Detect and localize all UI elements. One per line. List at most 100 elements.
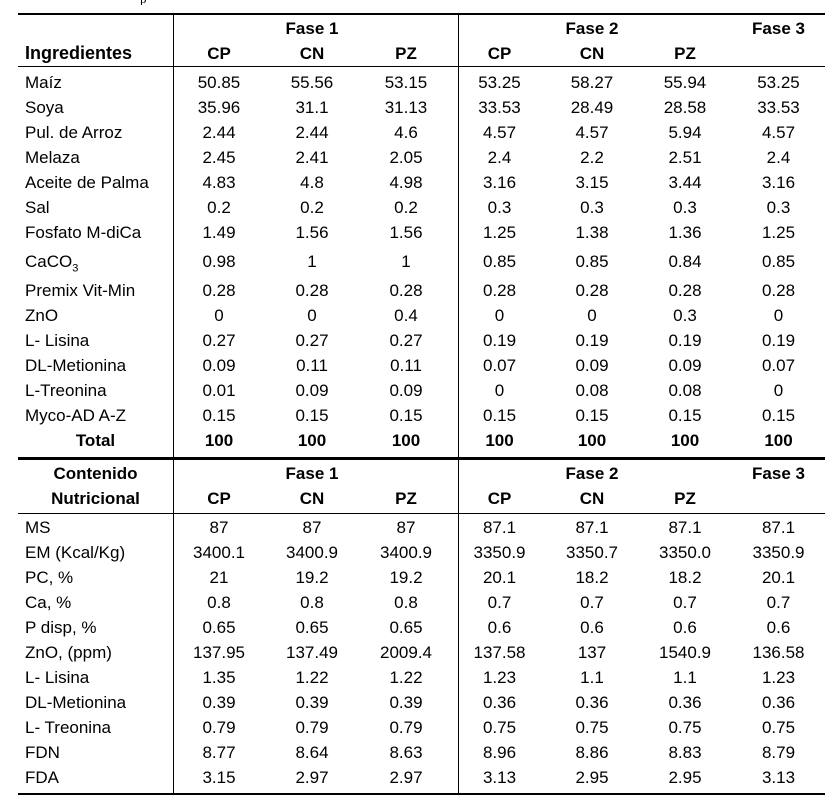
table-row: Pul. de Arroz 2.44 2.44 4.6 4.57 4.57 5.94 4.57 bbox=[18, 120, 825, 145]
row-label: Total bbox=[75, 431, 116, 450]
table-cell: 0.3 bbox=[673, 198, 697, 217]
table-row: Ca, % 0.8 0.8 0.8 0.7 0.7 0.7 0.7 bbox=[18, 590, 825, 615]
table-cell: 0 bbox=[214, 306, 224, 325]
table-row: Maíz 50.85 55.56 53.15 53.25 58.27 55.94 53.25 bbox=[18, 70, 825, 95]
top-rule bbox=[18, 13, 825, 15]
table-cell: 0.65 bbox=[295, 618, 329, 637]
table-cell: 0.01 bbox=[202, 381, 236, 400]
table-cell: 0.2 bbox=[207, 198, 231, 217]
table-cell: 0.07 bbox=[761, 356, 796, 375]
table-cell: 0.7 bbox=[487, 593, 512, 612]
table-cell: 0.28 bbox=[761, 281, 796, 300]
table-cell: 1.36 bbox=[668, 223, 702, 242]
table-cell: 1.1 bbox=[673, 668, 697, 687]
table-cell: 0.85 bbox=[761, 252, 796, 271]
table-cell: 2.4 bbox=[487, 148, 512, 167]
section-rule bbox=[18, 457, 825, 460]
table-cell: 0.6 bbox=[673, 618, 697, 637]
table-cell: 0.6 bbox=[487, 618, 512, 637]
table-cell: 2.97 bbox=[389, 768, 423, 787]
table-row: FDN 8.77 8.64 8.63 8.96 8.86 8.83 8.79 bbox=[18, 740, 825, 765]
phase-1-header: Fase 1 bbox=[285, 19, 339, 38]
bottom-rule bbox=[18, 793, 825, 795]
table-cell: 1.22 bbox=[389, 668, 423, 687]
table-cell: 28.58 bbox=[663, 98, 707, 117]
table-cell: 0.36 bbox=[761, 693, 796, 712]
row-label: Ca, % bbox=[25, 593, 72, 612]
table-cell: 100 bbox=[297, 431, 327, 450]
row-label: Maíz bbox=[25, 73, 62, 92]
table-cell: 0.79 bbox=[389, 718, 423, 737]
table-row: L- Treonina 0.79 0.79 0.79 0.75 0.75 0.75 0.75 bbox=[18, 715, 825, 740]
ingredients-header: Fase 1 Fase 2 Fase 3 Ingredientes CP CN … bbox=[18, 16, 825, 66]
table-cell: 2.95 bbox=[575, 768, 609, 787]
row-label: CaCO3 bbox=[25, 252, 79, 275]
table-row: Melaza 2.45 2.41 2.05 2.4 2.2 2.51 2.4 bbox=[18, 145, 825, 170]
table-cell: 0.4 bbox=[394, 306, 418, 325]
table-cell: 0.09 bbox=[575, 356, 609, 375]
table-cell: 100 bbox=[670, 431, 700, 450]
table-cell: 1.38 bbox=[575, 223, 609, 242]
table-cell: 3.13 bbox=[482, 768, 517, 787]
table-cell: 0 bbox=[494, 381, 505, 400]
table-cell: 0.6 bbox=[580, 618, 604, 637]
table-cell: 0.19 bbox=[482, 331, 517, 350]
table-cell: 137 bbox=[577, 643, 607, 662]
phase-3-header: Fase 3 bbox=[752, 19, 805, 38]
table-cell: 3350.9 bbox=[473, 543, 526, 562]
table-cell: 0.08 bbox=[668, 381, 702, 400]
table-cell: 2.45 bbox=[202, 148, 236, 167]
table-cell: 0.75 bbox=[761, 718, 796, 737]
table-cell: 0.7 bbox=[766, 593, 791, 612]
table-cell: 0.36 bbox=[575, 693, 609, 712]
table-cell: 3.16 bbox=[482, 173, 517, 192]
row-label: Soya bbox=[25, 98, 64, 117]
table-cell: 55.56 bbox=[290, 73, 334, 92]
table-cell: 33.53 bbox=[757, 98, 800, 117]
table-cell: 0.85 bbox=[575, 252, 609, 271]
row-label: Melaza bbox=[25, 148, 80, 167]
table-cell: 3400.9 bbox=[286, 543, 338, 562]
table-cell: 137.58 bbox=[473, 643, 526, 662]
table-cell: 0.75 bbox=[668, 718, 702, 737]
table-row: ZnO 0 0 0.4 0 0 0.3 0 bbox=[18, 303, 825, 328]
diet-header: PZ bbox=[674, 489, 696, 508]
table-cell: 4.57 bbox=[482, 123, 517, 142]
table-cell: 3350.7 bbox=[566, 543, 618, 562]
table-row: PC, % 21 19.2 19.2 20.1 18.2 18.2 20.1 bbox=[18, 565, 825, 590]
table-cell: 0.8 bbox=[300, 593, 324, 612]
table-cell: 1 bbox=[307, 252, 317, 271]
table-cell: 0 bbox=[773, 381, 784, 400]
table-cell: 0.6 bbox=[766, 618, 791, 637]
row-label: PC, % bbox=[25, 568, 74, 587]
table-cell: 3.15 bbox=[575, 173, 609, 192]
table-cell: 1.1 bbox=[580, 668, 604, 687]
table-cell: 0.27 bbox=[389, 331, 423, 350]
table-row: Premix Vit-Min 0.28 0.28 0.28 0.28 0.28 0.28 0.… bbox=[18, 278, 825, 303]
table-cell: 0.15 bbox=[482, 406, 517, 425]
table-cell: 20.1 bbox=[761, 568, 796, 587]
table-cell: 2.44 bbox=[202, 123, 236, 142]
table-cell: 0.7 bbox=[673, 593, 697, 612]
table-cell: 0 bbox=[494, 306, 505, 325]
table-cell: 2.97 bbox=[295, 768, 329, 787]
table-cell: 33.53 bbox=[478, 98, 521, 117]
table-cell: 1.23 bbox=[761, 668, 796, 687]
nutrition-header: Contenido Fase 1 Fase 2 Fase 3 Nutricion… bbox=[18, 461, 825, 511]
table-cell: 53.15 bbox=[384, 73, 428, 92]
table-cell: 0.09 bbox=[202, 356, 236, 375]
table-row: ZnO, (ppm) 137.95 137.49 2009.4 137.58 137 154… bbox=[18, 640, 825, 665]
table-cell: 2.2 bbox=[580, 148, 604, 167]
table-cell: 1.56 bbox=[389, 223, 423, 242]
table-cell: 58.27 bbox=[570, 73, 614, 92]
table-cell: 3.44 bbox=[668, 173, 702, 192]
table-cell: 2.05 bbox=[389, 148, 423, 167]
row-label: L-Treonina bbox=[25, 381, 107, 400]
table-row: L- Lisina 0.27 0.27 0.27 0.19 0.19 0.19 0.19 bbox=[18, 328, 825, 353]
nutrition-header-label-2: Nutricional bbox=[51, 489, 140, 508]
table-cell: 87.1 bbox=[482, 518, 517, 537]
table-row: EM (Kcal/Kg) 3400.1 3400.9 3400.9 3350.9 3350… bbox=[18, 540, 825, 565]
table-cell: 0.2 bbox=[394, 198, 418, 217]
table-cell: 100 bbox=[204, 431, 234, 450]
table-cell: 0.11 bbox=[296, 356, 328, 375]
